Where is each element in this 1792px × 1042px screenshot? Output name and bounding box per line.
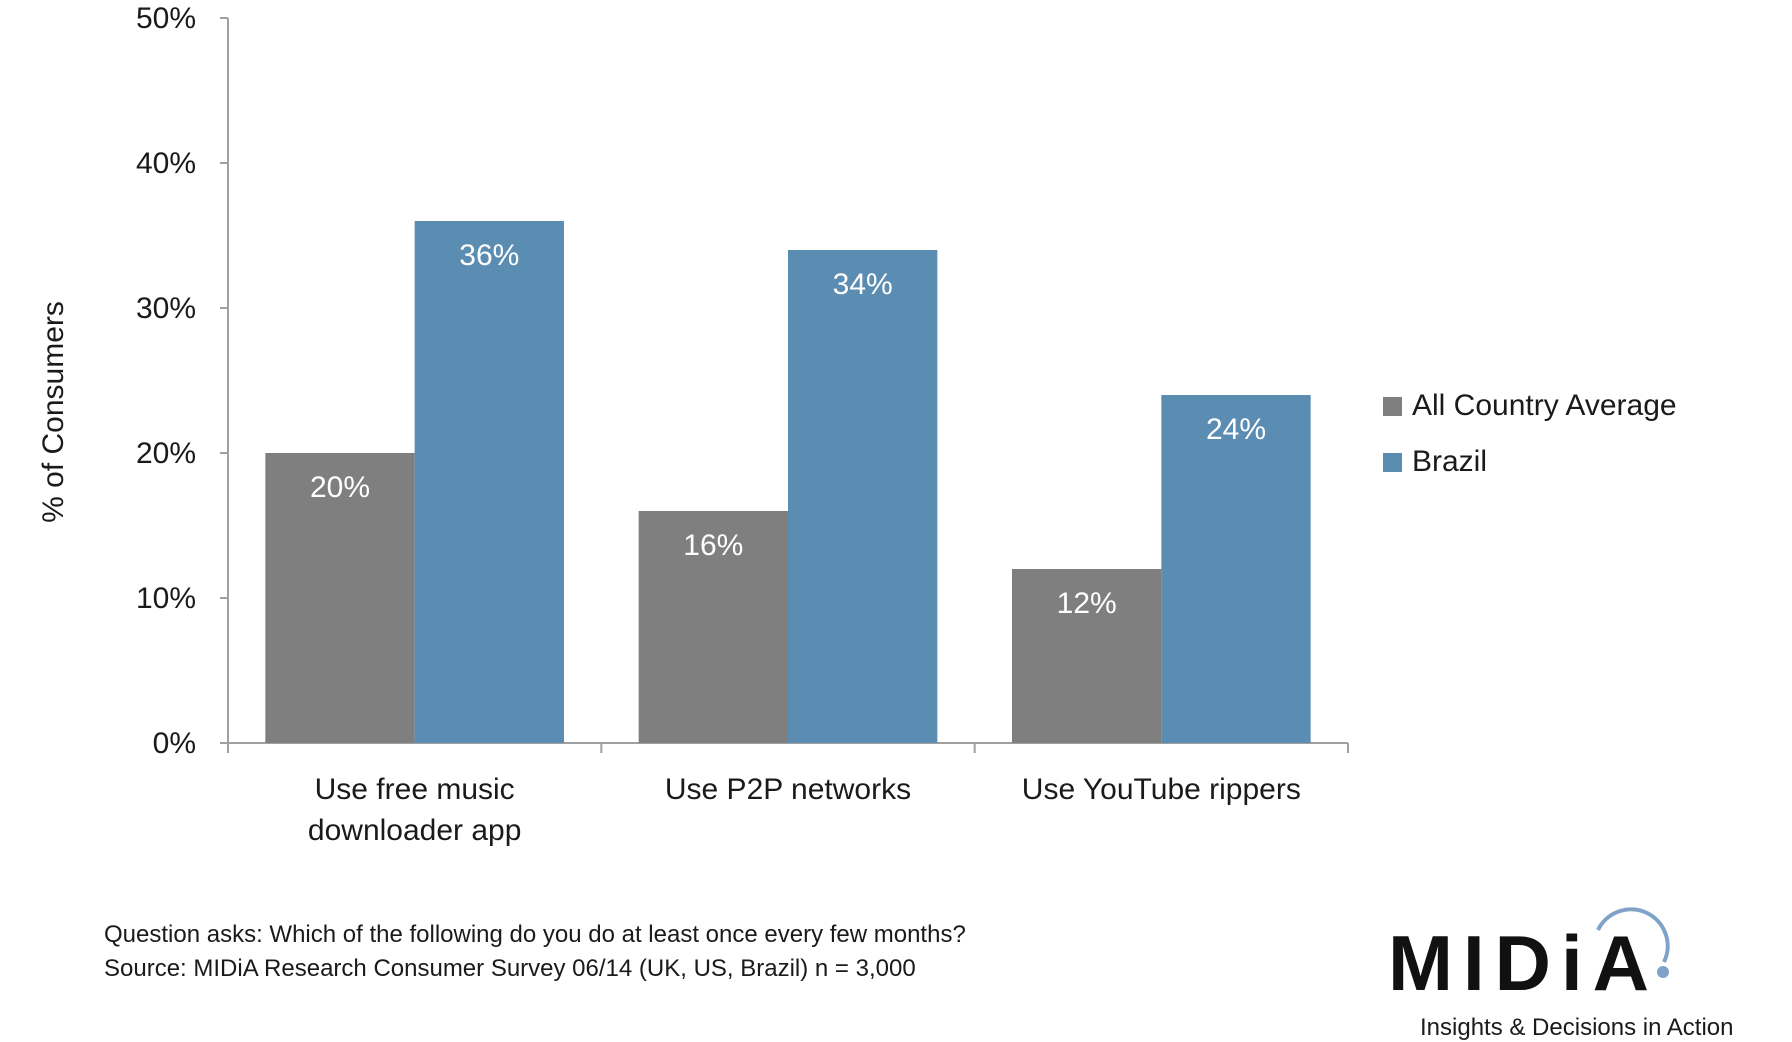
bars xyxy=(265,221,1311,743)
y-tick-label: 20% xyxy=(136,437,196,470)
bar xyxy=(638,511,788,743)
x-category-label: Use YouTube rippers xyxy=(1022,773,1301,806)
y-axis-title: % of Consumers xyxy=(37,301,70,523)
data-label: 36% xyxy=(459,239,519,272)
legend-item-all-country-average: All Country Average xyxy=(1383,378,1677,434)
midia-logo: MIDiA Insights & Decisions in Action xyxy=(1380,907,1780,1042)
bar xyxy=(1012,569,1162,743)
y-tick-label: 30% xyxy=(136,292,196,325)
logo-wordmark: MIDiA xyxy=(1388,919,1659,1007)
y-tick-label: 40% xyxy=(136,147,196,180)
bar xyxy=(1161,395,1311,743)
y-axis-title-group: % of Consumers xyxy=(37,301,70,523)
x-category-label: Use P2P networks xyxy=(665,773,911,806)
data-label: 34% xyxy=(833,268,893,301)
data-label: 12% xyxy=(1057,587,1117,620)
data-label: 16% xyxy=(683,529,743,562)
data-label: 20% xyxy=(310,471,370,504)
footnote-source: Source: MIDiA Research Consumer Survey 0… xyxy=(104,955,916,982)
data-label: 24% xyxy=(1206,413,1266,446)
legend-label-all-country-average: All Country Average xyxy=(1412,389,1677,422)
y-tick-label: 10% xyxy=(136,582,196,615)
y-tick-label: 0% xyxy=(153,727,196,760)
footnote: Question asks: Which of the following do… xyxy=(104,918,966,986)
logo-tagline: Insights & Decisions in Action xyxy=(1420,1014,1734,1041)
bar xyxy=(265,453,415,743)
bar xyxy=(788,250,938,743)
x-category-label: Use free music downloader app xyxy=(308,773,522,847)
footnote-question: Question asks: Which of the following do… xyxy=(104,921,966,948)
legend-swatch-brazil xyxy=(1383,452,1402,472)
legend-item-brazil: Brazil xyxy=(1383,434,1677,490)
bar xyxy=(414,221,564,743)
labels: 20% 36% Use free music downloader app 16% 34%… xyxy=(308,239,1301,847)
y-tick-label: 50% xyxy=(136,2,196,35)
legend-label-brazil: Brazil xyxy=(1412,445,1488,478)
legend: All Country Average Brazil xyxy=(1383,378,1677,490)
logo-arc-icon xyxy=(1596,907,1670,978)
legend-swatch-all-country-average xyxy=(1383,396,1402,416)
bar-chart: % of Consumers 0% 10% 20% 30% 40% 50% 20% 36% U… xyxy=(37,2,1349,847)
